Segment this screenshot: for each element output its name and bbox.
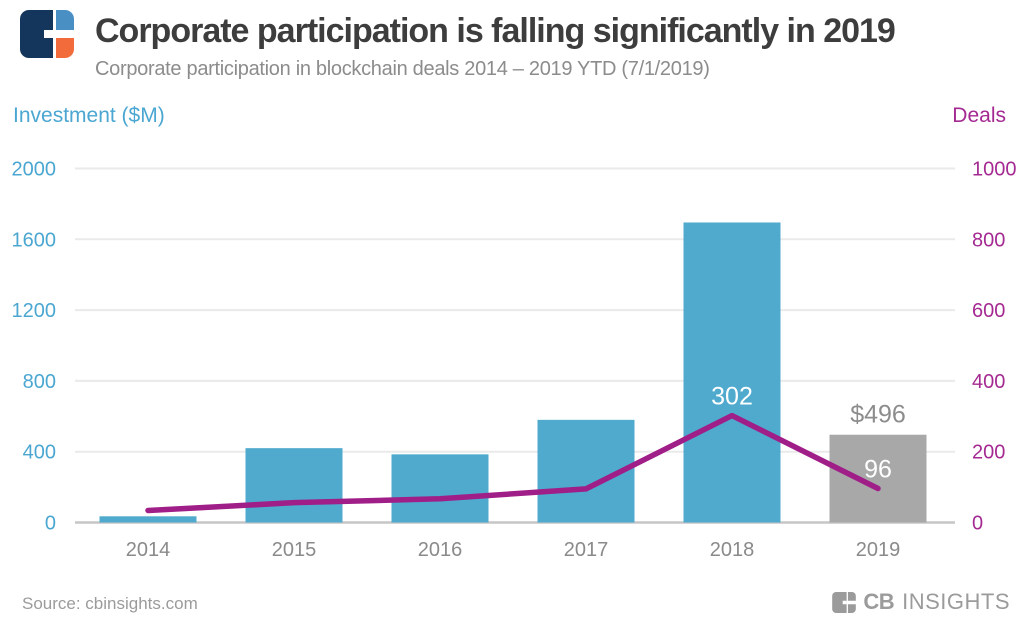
left-tick-label-0: 0 [45,513,56,535]
right-tick-label-0: 0 [972,513,983,535]
brand-text-cb: CB [863,589,895,614]
brand-text-insights: INSIGHTS [902,589,1010,614]
deals-line [145,412,881,514]
bar-2018 [683,222,781,523]
cbinsights-wordmark: CB INSIGHTS [832,589,1010,615]
page-title: Corporate participation is falling signi… [95,12,896,50]
annotation-96: 96 [864,456,892,484]
cbinsights-logo-icon [20,10,74,58]
x-tick-label-2016: 2016 [418,539,463,561]
left-tick-label-1600: 1600 [12,229,57,251]
right-tick-label-200: 200 [972,442,1005,464]
bar-2015 [245,448,343,523]
right-tick-label-1000: 1000 [972,159,1017,181]
cbinsights-logo-gray-icon [832,591,857,613]
right-tick-label-800: 800 [972,229,1005,251]
bar-2014 [99,516,197,523]
x-tick-label-2017: 2017 [564,539,609,561]
left-tick-label-2000: 2000 [12,159,57,181]
x-tick-label-2019: 2019 [856,539,901,561]
right-tick-label-400: 400 [972,371,1005,393]
source-note: Source: cbinsights.com [22,594,198,613]
left-tick-label-800: 800 [23,371,56,393]
left-axis-title: Investment ($M) [13,104,165,127]
left-tick-label-400: 400 [23,442,56,464]
right-tick-label-600: 600 [972,300,1005,322]
bar-2019 [829,434,927,523]
annotation-302: 302 [711,383,753,411]
chart-subtitle: Corporate participation in blockchain de… [95,58,710,80]
right-axis-title: Deals [952,104,1006,127]
x-tick-label-2015: 2015 [272,539,317,561]
left-tick-label-1200: 1200 [12,300,57,322]
x-tick-label-2014: 2014 [126,539,171,561]
x-tick-label-2018: 2018 [710,539,755,561]
annotation-496: $496 [850,401,906,429]
bar-2016 [391,454,489,523]
